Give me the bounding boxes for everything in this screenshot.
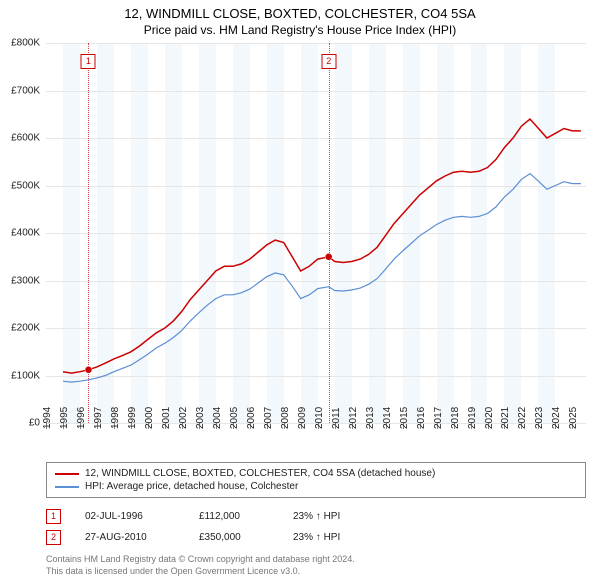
line-layer bbox=[46, 43, 586, 423]
y-tick-label: £300K bbox=[11, 275, 40, 286]
footer-line: This data is licensed under the Open Gov… bbox=[46, 566, 586, 577]
footer: Contains HM Land Registry data © Crown c… bbox=[46, 554, 586, 577]
y-tick-label: £400K bbox=[11, 228, 40, 239]
sale-row-marker: 2 bbox=[46, 530, 61, 545]
legend-label: HPI: Average price, detached house, Colc… bbox=[85, 481, 298, 492]
sale-row-price: £112,000 bbox=[199, 511, 269, 522]
sale-marker-box: 2 bbox=[321, 54, 336, 69]
sale-row-date: 27-AUG-2010 bbox=[85, 532, 175, 543]
sale-row-price: £350,000 bbox=[199, 532, 269, 543]
y-tick-label: £800K bbox=[11, 38, 40, 49]
y-tick-label: £100K bbox=[11, 370, 40, 381]
sale-row-delta: 23% ↑ HPI bbox=[293, 532, 373, 543]
legend-row: 12, WINDMILL CLOSE, BOXTED, COLCHESTER, … bbox=[55, 467, 577, 480]
chart-title: 12, WINDMILL CLOSE, BOXTED, COLCHESTER, … bbox=[0, 6, 600, 21]
legend-swatch bbox=[55, 486, 79, 488]
y-tick-label: £600K bbox=[11, 133, 40, 144]
series-price_paid bbox=[63, 119, 581, 373]
sale-row-date: 02-JUL-1996 bbox=[85, 511, 175, 522]
sale-row-marker: 1 bbox=[46, 509, 61, 524]
legend: 12, WINDMILL CLOSE, BOXTED, COLCHESTER, … bbox=[46, 462, 586, 498]
series-hpi bbox=[63, 174, 581, 383]
y-tick-label: £200K bbox=[11, 323, 40, 334]
sale-point bbox=[85, 366, 92, 373]
chart-container: 12, WINDMILL CLOSE, BOXTED, COLCHESTER, … bbox=[0, 6, 600, 566]
sale-row-delta: 23% ↑ HPI bbox=[293, 511, 373, 522]
sale-row: 1 02-JUL-1996 £112,000 23% ↑ HPI bbox=[46, 506, 586, 527]
legend-swatch bbox=[55, 473, 79, 475]
legend-row: HPI: Average price, detached house, Colc… bbox=[55, 480, 577, 493]
sale-point bbox=[325, 253, 332, 260]
plot-area: £0£100K£200K£300K£400K£500K£600K£700K£80… bbox=[46, 43, 586, 424]
sale-marker-box: 1 bbox=[81, 54, 96, 69]
chart-subtitle: Price paid vs. HM Land Registry's House … bbox=[0, 23, 600, 37]
legend-label: 12, WINDMILL CLOSE, BOXTED, COLCHESTER, … bbox=[85, 468, 435, 479]
y-tick-label: £500K bbox=[11, 180, 40, 191]
sale-row: 2 27-AUG-2010 £350,000 23% ↑ HPI bbox=[46, 527, 586, 548]
sales-table: 1 02-JUL-1996 £112,000 23% ↑ HPI 2 27-AUG-201… bbox=[46, 506, 586, 548]
y-tick-label: £0 bbox=[29, 418, 40, 429]
y-tick-label: £700K bbox=[11, 85, 40, 96]
